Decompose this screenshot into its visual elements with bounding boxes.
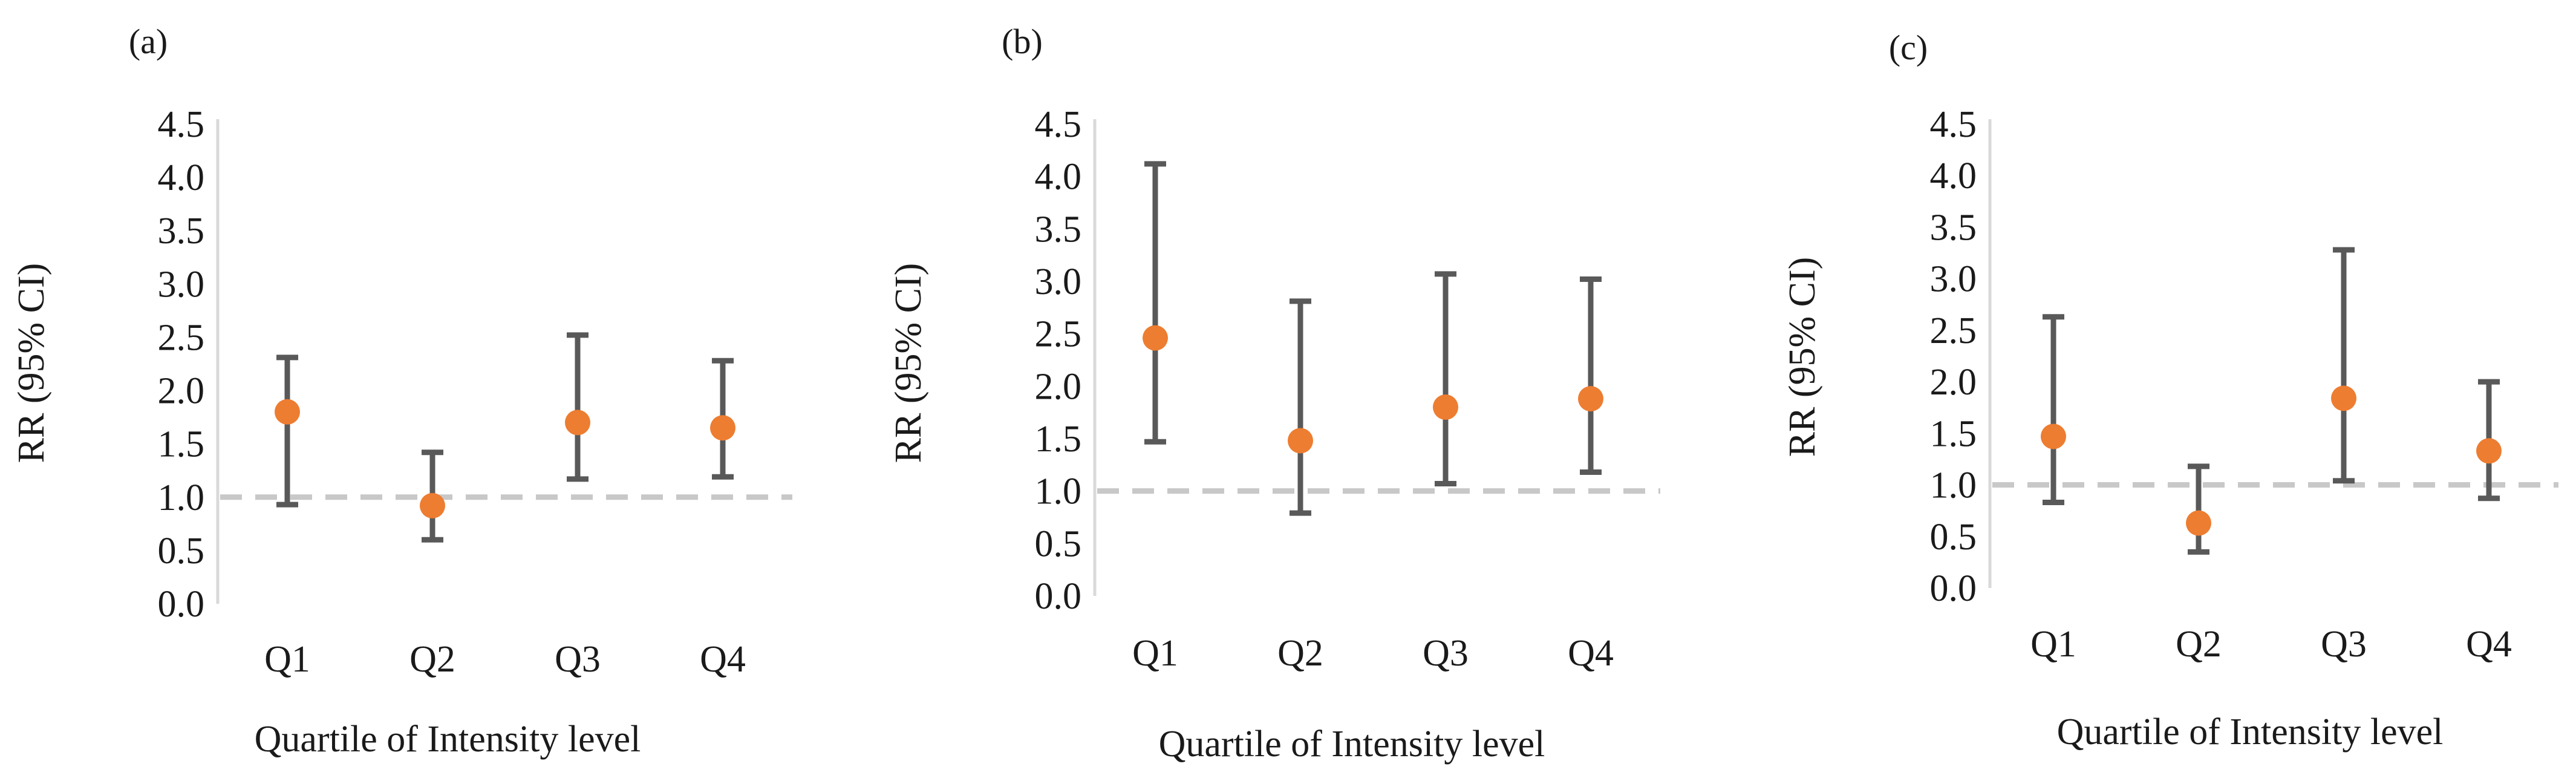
y-tick-label: 3.5 [1035,209,1082,250]
x-axis-title: Quartile of Intensity level [2057,711,2444,753]
x-tick-label: Q2 [1277,633,1323,674]
y-tick-label: 0.0 [158,584,205,625]
y-tick-label: 0.5 [1035,523,1082,564]
data-point [420,492,445,518]
y-tick-label: 1.5 [1035,419,1082,460]
data-point [565,410,590,436]
y-tick-label: 4.0 [158,157,205,198]
y-tick-label: 3.5 [158,211,205,252]
y-tick-label: 4.5 [158,104,205,145]
x-tick-label: Q3 [2321,624,2367,665]
y-tick-label: 2.0 [1035,366,1082,407]
x-tick-label: Q1 [2030,624,2076,665]
x-axis-title: Quartile of Intensity level [1159,724,1545,765]
y-tick-label: 1.0 [158,477,205,518]
x-tick-label: Q4 [1568,633,1614,674]
y-tick-label: 2.5 [1035,314,1082,355]
data-point [2331,385,2356,411]
y-tick-label: 4.5 [1930,104,1977,145]
y-tick-label: 3.0 [1035,261,1082,302]
y-tick-label: 2.0 [158,371,205,412]
y-tick-label: 1.5 [1930,413,1977,454]
x-tick-label: Q4 [2466,624,2512,665]
data-point [1288,428,1313,454]
y-tick-label: 1.5 [158,424,205,465]
y-tick-label: 3.0 [158,264,205,305]
panel-label: (b) [1002,22,1043,61]
x-tick-label: Q3 [1423,633,1469,674]
data-point [2476,438,2502,464]
y-tick-label: 1.0 [1930,465,1977,506]
y-tick-label: 2.5 [1930,310,1977,351]
y-tick-label: 3.5 [1930,207,1977,248]
y-tick-label: 4.0 [1035,157,1082,198]
data-point [1433,394,1458,420]
y-tick-label: 2.0 [1930,362,1977,403]
x-tick-label: Q2 [409,639,455,680]
y-axis-title: RR (95% CI) [11,263,52,463]
y-tick-label: 2.5 [158,317,205,358]
panel-c: (c) 0.0 0.5 1.0 1.5 2.0 2.5 3.0 3.5 4.0 4.5 Q1 Q2 Q3 Q… [1782,28,2558,753]
data-point [275,399,300,425]
data-point [1578,386,1603,412]
y-axis-title: RR (95% CI) [888,263,929,463]
y-tick-label: 1.0 [1035,471,1082,512]
y-tick-label: 4.5 [1035,104,1082,145]
y-tick-label: 4.0 [1930,155,1977,197]
y-axis-title: RR (95% CI) [1782,257,1823,457]
data-point [1143,325,1168,351]
y-tick-label: 0.5 [158,531,205,572]
panel-a: (a) 0.0 0.5 1.0 1.5 2.0 2.5 3.0 3.5 4.0 4.5 Q1 Q2 Q3 Q… [11,22,792,760]
y-tick-label: 3.0 [1930,259,1977,300]
x-tick-label: Q2 [2176,624,2222,665]
data-point [2186,510,2211,536]
data-point [2041,423,2066,449]
x-tick-label: Q4 [700,639,746,680]
panel-label: (c) [1889,28,1928,67]
x-axis-title: Quartile of Intensity level [255,719,641,760]
panel-label: (a) [129,22,168,61]
x-tick-label: Q1 [1132,633,1178,674]
x-tick-label: Q3 [555,639,601,680]
x-tick-label: Q1 [264,639,310,680]
y-tick-label: 0.0 [1930,568,1977,609]
data-point [710,415,735,441]
panel-b: (b) 0.0 0.5 1.0 1.5 2.0 2.5 3.0 3.5 4.0 4.5 Q1 Q2 Q3 Q… [888,22,1660,765]
y-tick-label: 0.5 [1930,517,1977,558]
y-tick-label: 0.0 [1035,576,1082,617]
